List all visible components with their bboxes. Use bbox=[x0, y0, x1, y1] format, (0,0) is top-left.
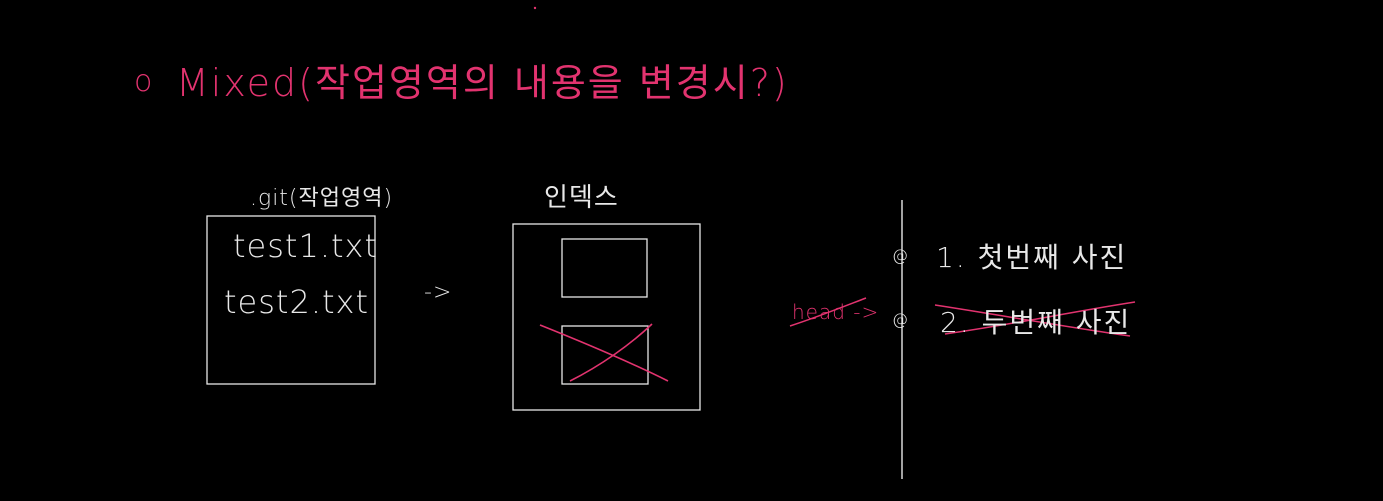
head-label-cross bbox=[789, 297, 867, 327]
index-slot-lower-cross-a bbox=[539, 324, 669, 382]
commit-1-marker: @ bbox=[892, 246, 909, 265]
index-label: 인덱스 bbox=[544, 183, 619, 213]
working-area-file-2: test2.txt bbox=[224, 283, 370, 321]
index-slot-upper bbox=[561, 238, 648, 298]
commit-2-text: 2. 두번째 사진 bbox=[940, 306, 1132, 339]
working-area-label: .git(작업영역) bbox=[250, 186, 394, 211]
index-slot-lower-cross-b bbox=[569, 323, 653, 382]
commit-2-marker: @ bbox=[892, 310, 909, 329]
index-box bbox=[512, 223, 701, 411]
head-label: head -> bbox=[792, 300, 880, 324]
index-slot-lower bbox=[561, 325, 649, 385]
transfer-arrow: -> bbox=[424, 280, 453, 305]
title-bullet: o bbox=[134, 64, 154, 99]
page-title: Mixed(작업영역의 내용을 변경시?) bbox=[176, 61, 789, 105]
commit-1-text: 1. 첫번째 사진 bbox=[936, 241, 1128, 274]
working-area-box bbox=[206, 215, 376, 385]
commit-2-cross-b bbox=[944, 301, 1136, 335]
stray-dot bbox=[533, 6, 537, 10]
working-area-file-1: test1.txt bbox=[233, 227, 379, 265]
